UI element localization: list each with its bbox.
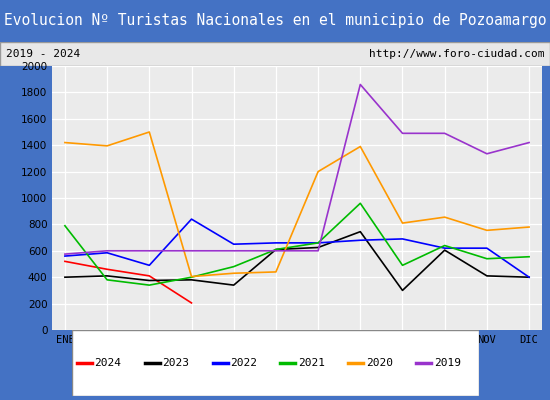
Text: 2019: 2019 <box>434 358 461 368</box>
Text: http://www.foro-ciudad.com: http://www.foro-ciudad.com <box>369 49 544 59</box>
Text: 2019 - 2024: 2019 - 2024 <box>6 49 80 59</box>
Text: Evolucion Nº Turistas Nacionales en el municipio de Pozoamargo: Evolucion Nº Turistas Nacionales en el m… <box>4 14 546 28</box>
Text: 2024: 2024 <box>95 358 122 368</box>
Text: 2021: 2021 <box>298 358 325 368</box>
Text: 2022: 2022 <box>230 358 257 368</box>
Text: 2023: 2023 <box>162 358 189 368</box>
Text: 2020: 2020 <box>366 358 393 368</box>
